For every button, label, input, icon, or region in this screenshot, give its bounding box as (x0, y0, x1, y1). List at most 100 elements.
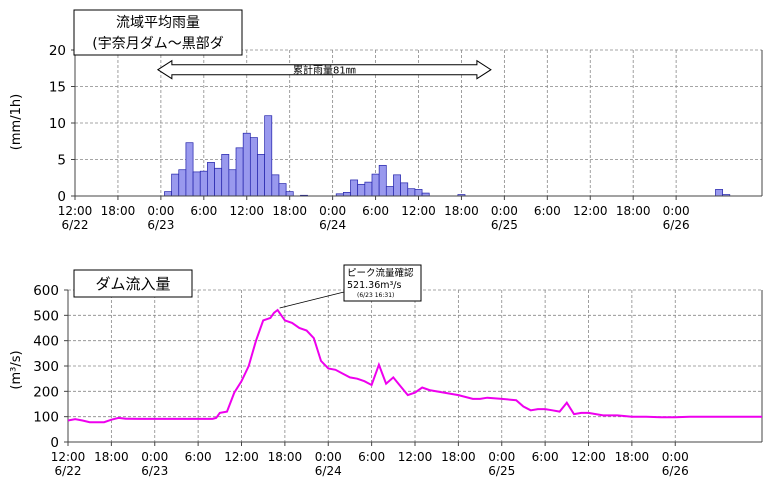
rainfall-grid (75, 49, 762, 196)
inflow-xtick-label: 12:00 (398, 450, 433, 464)
double-arrow-icon (156, 59, 492, 80)
inflow-xtick-date: 6/25 (488, 464, 515, 478)
peak-callout-line2: 521.36m³/s (347, 280, 402, 291)
rainfall-bar (242, 132, 251, 197)
rainfall-bar (378, 164, 387, 197)
inflow-xtick-label: 0:00 (488, 450, 515, 464)
inflow-xtick-label: 6:00 (358, 450, 385, 464)
rainfall-bar (371, 173, 380, 197)
rainfall-bar (228, 169, 237, 197)
rainfall-bar (715, 189, 723, 197)
rainfall-xtick-date: 6/24 (319, 218, 346, 232)
inflow-ylabel: (m³/s) (9, 350, 24, 389)
rainfall-bar (192, 171, 201, 197)
inflow-title-box: ダム流入量 (73, 269, 193, 298)
rainfall-bar (393, 174, 401, 197)
rainfall-ytick-label: 0 (57, 189, 66, 205)
rainfall-bars (164, 115, 731, 197)
inflow-xtick-label: 18:00 (615, 450, 650, 464)
rainfall-xtick-label: 18:00 (101, 204, 136, 218)
rainfall-bar (285, 191, 294, 197)
rainfall-subtitle: (宇奈月ダム〜黒部ダ (92, 36, 223, 52)
inflow-xtick-label: 0:00 (662, 450, 689, 464)
rainfall-bar (214, 167, 223, 197)
inflow-xtick-label: 18:00 (268, 450, 303, 464)
rainfall-ytick-label: 15 (49, 80, 66, 96)
peak-callout-box (343, 264, 422, 302)
rainfall-xtick-label: 12:00 (229, 204, 264, 218)
inflow-series-line (67, 308, 762, 424)
rainfall-bar (271, 174, 280, 197)
rainfall-bar (385, 186, 394, 197)
inflow-ytick-label: 300 (33, 359, 59, 375)
inflow-xtick-label: 18:00 (94, 450, 129, 464)
peak-callout: ピーク流量確認 521.36m³/s (6/23 16:31) (279, 264, 422, 309)
inflow-ytick-label: 600 (33, 283, 59, 299)
peak-callout-line1: ピーク流量確認 (347, 267, 414, 279)
inflow-ytick-label: 200 (33, 384, 59, 400)
rainfall-bar (400, 182, 409, 197)
rainfall-xtick-label: 18:00 (616, 204, 651, 218)
rainfall-xtick-label: 12:00 (58, 204, 93, 218)
inflow-xtick-label: 0:00 (315, 450, 342, 464)
rainfall-ytick-label: 20 (49, 43, 66, 59)
rainfall-bar (257, 154, 265, 197)
inflow-xtick-label: 12:00 (51, 450, 86, 464)
peak-callout-leader (279, 291, 345, 309)
inflow-xtick-label: 6:00 (532, 450, 559, 464)
cumulative-rain-label: 累計雨量81㎜ (293, 64, 356, 77)
rainfall-bar (207, 162, 215, 197)
cumulative-rain-annotation: 累計雨量81㎜ (156, 59, 492, 80)
rainfall-ytick-labels: 0 5 10 15 20 (49, 43, 66, 205)
inflow-xtick-label: 12:00 (571, 450, 606, 464)
rainfall-xtick-date: 6/22 (62, 218, 89, 232)
rainfall-bar (221, 154, 230, 197)
rainfall-bar (278, 183, 287, 197)
rainfall-ytick-label: 10 (49, 116, 66, 132)
rainfall-bar (185, 142, 194, 197)
inflow-xtick-label: 12:00 (224, 450, 259, 464)
inflow-xtick-date: 6/24 (315, 464, 342, 478)
rainfall-ytick-label: 5 (57, 153, 66, 169)
inflow-xtick-date: 6/22 (55, 464, 82, 478)
rainfall-bar (407, 188, 416, 197)
rainfall-bar (364, 181, 373, 197)
rainfall-bar (343, 192, 351, 197)
rainfall-title-box: 流域平均雨量 (宇奈月ダム〜黒部ダ (73, 9, 243, 56)
rainfall-xtick-date: 6/26 (663, 218, 690, 232)
rainfall-xtick-date: 6/23 (147, 218, 174, 232)
rainfall-xtick-label: 6:00 (534, 204, 561, 218)
rainfall-bar (357, 183, 366, 197)
inflow-ytick-label: 500 (33, 308, 59, 324)
rainfall-title: 流域平均雨量 (116, 15, 200, 31)
inflow-ytick-label: 100 (33, 410, 59, 426)
rainfall-bar (178, 169, 187, 197)
inflow-xtick-label: 0:00 (141, 450, 168, 464)
rainfall-xtick-label: 12:00 (401, 204, 436, 218)
inflow-ytick-labels: 0 100 200 300 400 500 600 (33, 283, 59, 451)
rainfall-xtick-label: 0:00 (491, 204, 518, 218)
rainfall-bar (199, 170, 208, 197)
rainfall-bar (164, 191, 172, 197)
inflow-xtick-date: 6/23 (141, 464, 168, 478)
rainfall-bar (414, 189, 423, 197)
inflow-xtick-date: 6/26 (662, 464, 689, 478)
rainfall-bar (264, 115, 273, 197)
peak-callout-line3: (6/23 16:31) (357, 292, 394, 299)
inflow-ytick-label: 400 (33, 334, 59, 350)
rainfall-xtick-label: 6:00 (362, 204, 389, 218)
rainfall-xtick-label: 0:00 (147, 204, 174, 218)
inflow-title: ダム流入量 (95, 275, 170, 293)
rainfall-xtick-label: 12:00 (573, 204, 608, 218)
rainfall-bar (249, 137, 258, 197)
rainfall-bar (235, 147, 244, 197)
inflow-xtick-label: 18:00 (441, 450, 476, 464)
rainfall-ylabel: (mm/1h) (9, 94, 24, 150)
rainfall-xtick-label: 0:00 (663, 204, 690, 218)
rainfall-xtick-label: 0:00 (319, 204, 346, 218)
rainfall-axes (71, 49, 763, 200)
